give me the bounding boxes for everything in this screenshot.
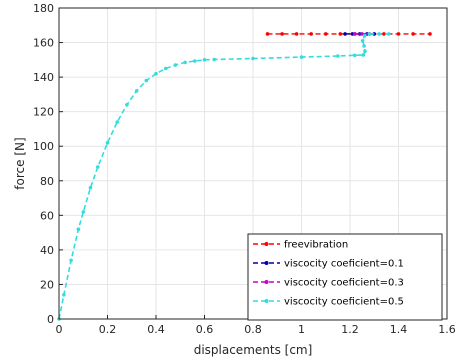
data-point — [299, 55, 304, 59]
data-point — [324, 32, 328, 36]
data-point — [382, 32, 386, 36]
data-point — [193, 59, 197, 63]
x-axis-label: displacements [cm] — [194, 343, 313, 357]
legend: freevibration viscocity coeficient=0.1 vis… — [247, 233, 443, 321]
y-tick-label: 140 — [33, 71, 54, 84]
data-point — [183, 60, 187, 65]
y-tick-label: 20 — [40, 278, 54, 291]
y-tick-label: 40 — [40, 244, 54, 257]
legend-swatch-marker — [264, 242, 269, 246]
x-tick-label: 0.6 — [196, 323, 214, 336]
data-point — [338, 32, 343, 36]
legend-label: viscocity coeficient=0.1 — [284, 259, 404, 270]
data-point — [96, 165, 100, 169]
data-point — [105, 141, 110, 145]
legend-swatch-marker — [264, 261, 269, 265]
data-point — [309, 32, 314, 36]
data-point — [212, 57, 216, 62]
data-point — [353, 32, 357, 36]
data-point — [134, 89, 139, 93]
data-point — [202, 58, 207, 62]
data-point — [362, 44, 366, 48]
data-point — [62, 293, 66, 297]
y-tick-label: 60 — [40, 209, 54, 222]
data-point — [367, 32, 372, 36]
legend-label: freevibration — [284, 240, 348, 251]
y-tick-label: 0 — [47, 313, 54, 326]
legend-label: viscocity coeficient=0.3 — [284, 278, 404, 289]
data-point — [173, 63, 178, 67]
data-point — [69, 258, 73, 263]
data-point — [280, 32, 284, 36]
legend-box — [247, 233, 443, 321]
data-point — [353, 53, 357, 58]
y-tick-label: 120 — [33, 106, 54, 119]
data-point — [363, 49, 367, 53]
data-point — [251, 56, 255, 61]
data-point — [125, 103, 129, 107]
series-3 — [57, 32, 391, 321]
x-tick-label: 0.8 — [244, 323, 262, 336]
legend-swatch-marker — [264, 280, 269, 284]
y-tick-label: 80 — [40, 175, 54, 188]
data-point — [163, 66, 168, 71]
legend-label: viscocity coeficient=0.5 — [284, 297, 404, 308]
data-point — [336, 54, 340, 58]
legend-swatch-marker — [264, 299, 269, 303]
y-tick-label: 100 — [33, 140, 54, 153]
ticks: 0 0.2 0.4 0.6 0.8 1 1.2 1.4 1.6 0 20 40 60 80 100 120 14… — [33, 2, 456, 336]
x-tick-label: 1.2 — [341, 323, 359, 336]
data-point — [361, 53, 366, 57]
series-layer — [57, 32, 432, 321]
data-point — [411, 32, 415, 36]
data-point — [428, 32, 432, 36]
x-tick-label: 1 — [298, 323, 305, 336]
data-point — [396, 32, 401, 36]
data-point — [377, 32, 381, 36]
y-tick-label: 160 — [33, 37, 54, 50]
data-point — [294, 32, 299, 36]
data-point — [154, 71, 158, 76]
data-point — [76, 227, 81, 231]
x-tick-label: 0.2 — [99, 323, 117, 336]
legend-item: freevibration — [253, 240, 348, 251]
data-point — [360, 39, 365, 43]
x-tick-label: 1.6 — [438, 323, 456, 336]
data-point — [265, 32, 270, 36]
data-point — [343, 32, 347, 36]
data-point — [372, 32, 377, 36]
y-tick-label: 180 — [33, 2, 54, 15]
data-point — [362, 33, 367, 38]
data-point — [144, 78, 149, 83]
legend-item: viscocity coeficient=0.5 — [253, 297, 404, 308]
x-tick-label: 1.4 — [390, 323, 408, 336]
data-point — [387, 32, 391, 36]
legend-item: viscocity coeficient=0.3 — [253, 278, 404, 289]
y-axis-label: force [N] — [13, 137, 27, 189]
data-point — [115, 120, 119, 124]
data-point — [81, 210, 86, 214]
legend-item: viscocity coeficient=0.1 — [253, 259, 404, 270]
x-tick-label: 0 — [56, 323, 63, 336]
data-point — [88, 185, 93, 190]
x-tick-label: 0.4 — [147, 323, 165, 336]
